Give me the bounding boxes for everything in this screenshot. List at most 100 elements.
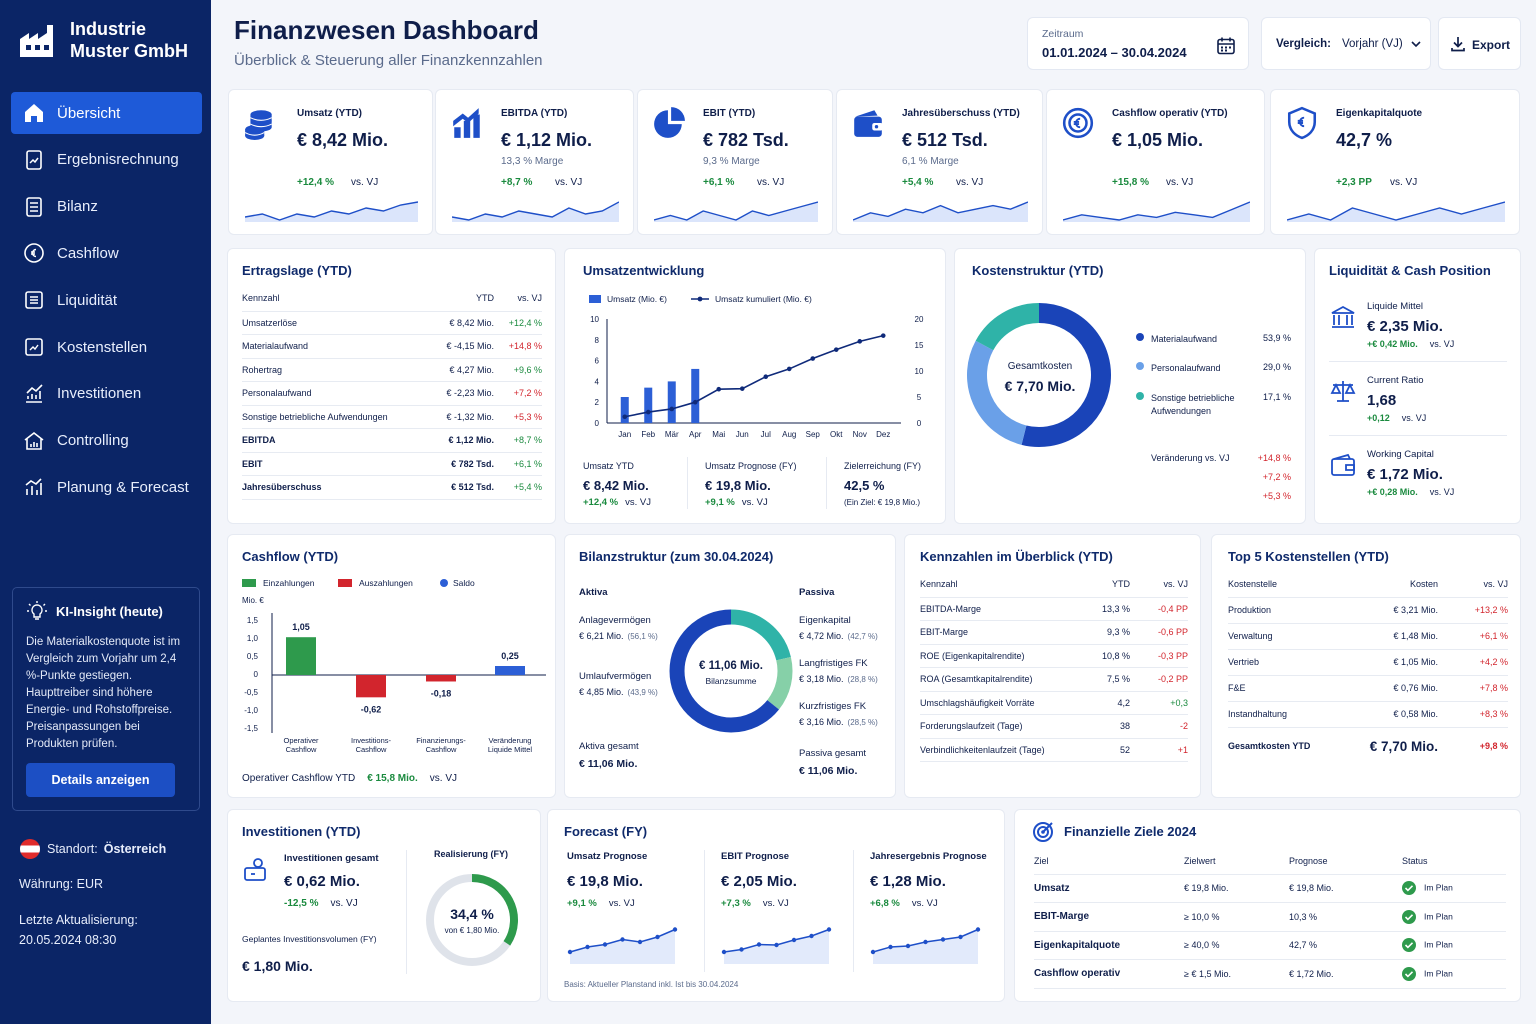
balance-center-label: Bilanzsumme	[705, 676, 757, 686]
x-tick-label: Jun	[736, 430, 749, 439]
revenue-bar[interactable]	[667, 381, 676, 423]
passiva-arc[interactable]	[730, 699, 779, 733]
kpi-card[interactable]: Eigenkapitalquote 42,7 % +2,3 PP vs. VJ	[1270, 89, 1520, 235]
check-circle-icon	[1402, 909, 1416, 924]
row-delta: +8,3 %	[1438, 701, 1508, 728]
forecast-vs: vs. VJ	[762, 898, 789, 909]
nav-item-planning-chart[interactable]: Planung & Forecast	[11, 466, 202, 508]
nav-item-trend-chart[interactable]: Investitionen	[11, 373, 202, 415]
col-header: Zielwert	[1184, 848, 1289, 875]
shield-icon	[1287, 106, 1317, 140]
row-label: EBITDA	[242, 428, 424, 453]
kpi-card[interactable]: Cashflow operativ (YTD) € 1,05 Mio. +15,8 …	[1046, 89, 1265, 235]
liq-value: 1,68	[1367, 392, 1397, 409]
cumulative-point[interactable]	[833, 347, 839, 352]
forecast-vs: vs. VJ	[608, 898, 635, 909]
kpi-card[interactable]: Jahresüberschuss (YTD) € 512 Tsd. 6,1 % Ma…	[836, 89, 1043, 235]
row-value: € -2,23 Mio.	[424, 381, 494, 406]
cumulative-point[interactable]	[692, 399, 698, 405]
table-row: Eigenkapitalquote ≥ 40,0 % 42,7 % Im Plan	[1034, 931, 1506, 960]
goal-name: Eigenkapitalquote	[1034, 931, 1184, 960]
x-tick-label: Jul	[761, 430, 771, 439]
cumulative-point[interactable]	[810, 356, 816, 361]
sparkline-point	[672, 927, 678, 932]
row-label: Sonstige betriebliche Aufwendungen	[242, 405, 424, 429]
aktiva-arc[interactable]	[669, 609, 732, 733]
nav-item-list[interactable]: Liquidität	[11, 279, 202, 321]
cumulative-point[interactable]	[763, 374, 769, 380]
nav-item-label: Übersicht	[57, 104, 121, 122]
cashflow-bar[interactable]	[426, 675, 456, 682]
nav-item-document-chart[interactable]: Ergebnisrechnung	[11, 139, 202, 181]
kpi-vs: vs. VJ	[351, 177, 379, 188]
planning-chart-icon	[25, 478, 42, 496]
passiva-arc[interactable]	[730, 609, 791, 661]
invest-value: € 0,62 Mio.	[284, 873, 360, 890]
cumulative-point[interactable]	[622, 414, 628, 420]
cumulative-point[interactable]	[857, 339, 863, 344]
kpi-card[interactable]: EBIT (YTD) € 782 Tsd. 9,3 % Marge +6,1 % vs.…	[637, 89, 833, 235]
nav-item-home[interactable]: Übersicht	[11, 92, 202, 134]
table-row: Vertrieb € 1,05 Mio. +4,2 %	[1228, 649, 1508, 676]
nav-item-currency-circle[interactable]: Cashflow	[11, 232, 202, 274]
kpi-value: € 1,05 Mio.	[1112, 130, 1204, 150]
cumulative-point[interactable]	[786, 366, 792, 372]
table-row: Cashflow operativ ≥ € 1,5 Mio. € 1,72 Mio.…	[1034, 959, 1506, 989]
kpi-value: 42,7 %	[1336, 130, 1393, 150]
legend-label: Umsatz kumuliert (Mio. €)	[715, 294, 812, 304]
company-brand[interactable]: Industrie Muster GmbH	[18, 18, 188, 62]
cumulative-point[interactable]	[716, 386, 722, 392]
nav-item-building-chart[interactable]: Controlling	[11, 420, 202, 462]
change-value: +14,8 %	[1257, 453, 1291, 463]
cumulative-point[interactable]	[645, 409, 651, 415]
kpi-card[interactable]: Umsatz (YTD) € 8,42 Mio. +12,4 % vs. VJ	[228, 89, 433, 235]
coins-icon	[244, 110, 272, 140]
row-value: 7,5 %	[1080, 667, 1130, 692]
nav-item-cost-center[interactable]: Kostenstellen	[11, 326, 202, 368]
invest-label: Investitionen gesamt	[284, 853, 379, 864]
calendar-icon	[1217, 37, 1235, 55]
cashflow-bar[interactable]	[286, 637, 316, 675]
passiva-item-pct: (28,5 %)	[847, 718, 878, 727]
nav-item-balance-sheet[interactable]: Bilanz	[11, 186, 202, 228]
legend-label: Sonstige betriebliche Aufwendungen	[1151, 393, 1235, 416]
revenue-bar[interactable]	[644, 387, 653, 423]
table-row: Umsatzerlöse € 8,42 Mio. +12,4 %	[242, 311, 542, 335]
cashflow-bar[interactable]	[495, 666, 525, 675]
investment-icon	[244, 858, 266, 881]
revenue-bar[interactable]	[620, 397, 629, 423]
details-button[interactable]: Details anzeigen	[26, 763, 175, 797]
kpi-card[interactable]: EBITDA (YTD) € 1,12 Mio. 13,3 % Marge +8,7 …	[435, 89, 634, 235]
row-value: € 1,05 Mio.	[1343, 649, 1438, 676]
card-title: Liquidität & Cash Position	[1329, 263, 1491, 278]
cost-slice[interactable]	[975, 303, 1040, 351]
row-delta: -0,6 PP	[1130, 620, 1188, 645]
forecast-note: Basis: Aktueller Planstand inkl. Ist bis…	[564, 980, 739, 989]
passiva-arc[interactable]	[767, 657, 793, 710]
balance-donut-chart	[669, 609, 793, 733]
compare-dropdown[interactable]: Vergleich: Vorjahr (VJ)	[1261, 17, 1431, 70]
cumulative-point[interactable]	[739, 386, 745, 391]
revenue-bar[interactable]	[691, 368, 700, 423]
export-button[interactable]: Export	[1438, 17, 1521, 70]
cashflow-bar[interactable]	[356, 675, 386, 698]
cost-slice[interactable]	[967, 340, 1027, 445]
cumulative-point[interactable]	[880, 333, 886, 338]
cost-slice[interactable]	[1021, 303, 1111, 447]
sparkline-area	[873, 929, 978, 964]
sparkline-line	[654, 201, 818, 221]
legend-swatch	[242, 579, 256, 587]
row-value: 38	[1080, 714, 1130, 739]
legend-dot	[1136, 392, 1144, 400]
col-header: vs. VJ	[494, 285, 542, 312]
forecast-delta: +9,1 %	[567, 898, 597, 909]
cumulative-point[interactable]	[669, 406, 675, 412]
cashflow-card: Cashflow (YTD) Einzahlungen Auszahlungen S…	[227, 534, 556, 798]
col-header: vs. VJ	[1438, 571, 1508, 598]
passiva-item-value-row: € 3,18 Mio. (28,8 %)	[799, 674, 878, 684]
period-picker[interactable]: Zeitraum 01.01.2024 – 30.04.2024	[1027, 17, 1249, 70]
passiva-item-value-row: € 4,72 Mio. (42,7 %)	[799, 631, 878, 641]
row-delta: +1	[1130, 738, 1188, 762]
insight-text: Die Materialkostenquote ist im Vergleich…	[26, 636, 181, 750]
sparkline-point	[739, 947, 744, 952]
